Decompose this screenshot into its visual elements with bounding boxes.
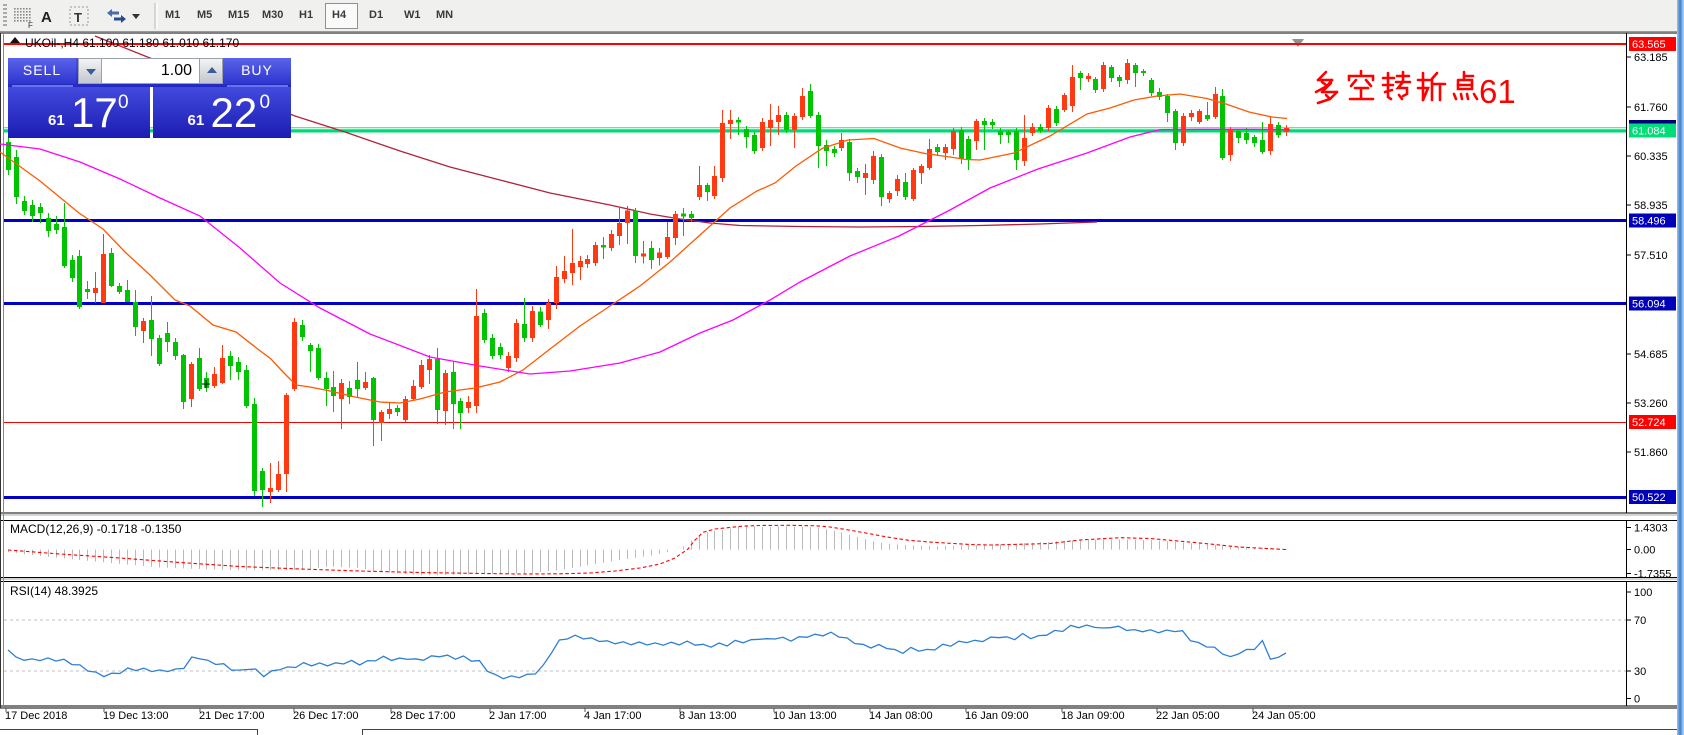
- svg-text:A: A: [41, 9, 52, 26]
- svg-text:2 Jan 17:00: 2 Jan 17:00: [489, 710, 547, 722]
- svg-text:58.935: 58.935: [1634, 200, 1668, 212]
- svg-text:56.094: 56.094: [1632, 299, 1666, 311]
- svg-text:MACD(12,26,9) -0.1718 -0.1350: MACD(12,26,9) -0.1718 -0.1350: [10, 522, 182, 536]
- svg-text:24 Jan 05:00: 24 Jan 05:00: [1252, 710, 1316, 722]
- svg-text:22 Jan 05:00: 22 Jan 05:00: [1156, 710, 1220, 722]
- svg-text:63.565: 63.565: [1632, 39, 1666, 51]
- svg-text:51.860: 51.860: [1634, 447, 1668, 459]
- svg-text:10 Jan 13:00: 10 Jan 13:00: [773, 710, 837, 722]
- svg-text:50.522: 50.522: [1632, 492, 1666, 504]
- svg-text:60.335: 60.335: [1634, 151, 1668, 163]
- svg-text:61.760: 61.760: [1634, 102, 1668, 114]
- svg-text:F: F: [28, 21, 33, 30]
- svg-text:63.185: 63.185: [1634, 52, 1668, 64]
- svg-text:8 Jan 13:00: 8 Jan 13:00: [679, 710, 737, 722]
- svg-text:RSI(14) 48.3925: RSI(14) 48.3925: [10, 584, 98, 598]
- svg-text:57.510: 57.510: [1634, 250, 1668, 262]
- svg-text:16 Jan 09:00: 16 Jan 09:00: [965, 710, 1029, 722]
- svg-text:14 Jan 08:00: 14 Jan 08:00: [869, 710, 933, 722]
- svg-text:30: 30: [1634, 666, 1646, 678]
- svg-text:0.00: 0.00: [1634, 545, 1655, 557]
- svg-text:28 Dec 17:00: 28 Dec 17:00: [390, 710, 455, 722]
- svg-text:UKOil-,H4 61.100 61.180 61.01: UKOil-,H4 61.100 61.180 61.010 61.170: [25, 36, 239, 50]
- svg-text:61: 61: [1479, 73, 1516, 110]
- svg-text:0: 0: [1634, 694, 1640, 706]
- svg-text:4 Jan 17:00: 4 Jan 17:00: [584, 710, 642, 722]
- svg-text:21 Dec 17:00: 21 Dec 17:00: [199, 710, 264, 722]
- svg-text:58.496: 58.496: [1632, 216, 1666, 228]
- svg-text:100: 100: [1634, 587, 1652, 599]
- svg-text:19 Dec 13:00: 19 Dec 13:00: [103, 710, 168, 722]
- svg-text:52.724: 52.724: [1632, 417, 1666, 429]
- svg-text:1.4303: 1.4303: [1634, 523, 1668, 535]
- svg-text:-1.7355: -1.7355: [1634, 569, 1671, 581]
- svg-text:53.260: 53.260: [1634, 398, 1668, 410]
- svg-text:54.685: 54.685: [1634, 349, 1668, 361]
- svg-text:70: 70: [1634, 615, 1646, 627]
- svg-text:18 Jan 09:00: 18 Jan 09:00: [1061, 710, 1125, 722]
- svg-text:26 Dec 17:00: 26 Dec 17:00: [293, 710, 358, 722]
- svg-text:17 Dec 2018: 17 Dec 2018: [5, 710, 67, 722]
- svg-text:61.084: 61.084: [1632, 126, 1666, 138]
- svg-text:T: T: [74, 10, 82, 25]
